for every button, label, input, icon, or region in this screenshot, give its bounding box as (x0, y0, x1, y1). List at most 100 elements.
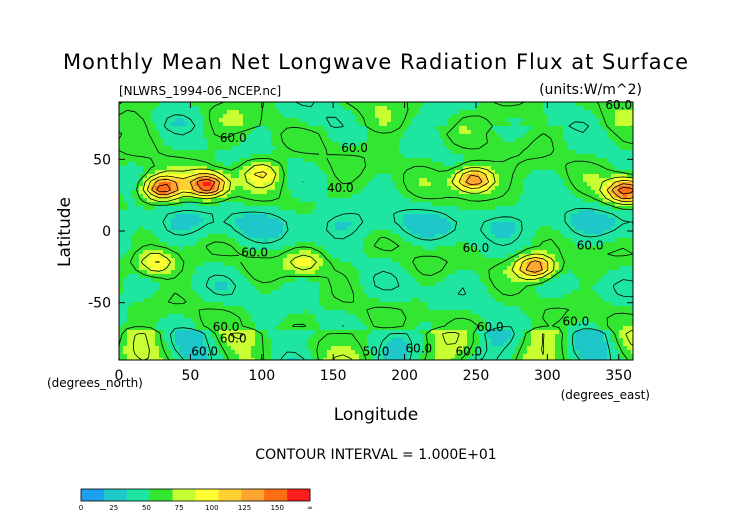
heatmap-cell (383, 182, 388, 187)
heatmap-cell (203, 258, 208, 263)
heatmap-cell (139, 146, 144, 151)
heatmap-cell (355, 314, 360, 319)
heatmap-cell (403, 222, 408, 227)
heatmap-cell (387, 230, 392, 235)
heatmap-cell (287, 278, 292, 283)
heatmap-cell (419, 174, 424, 179)
heatmap-cell (419, 226, 424, 231)
heatmap-cell (251, 262, 256, 267)
heatmap-cell (283, 266, 288, 271)
heatmap-cell (291, 238, 296, 243)
heatmap-cell (335, 306, 340, 311)
heatmap-cell (419, 154, 424, 159)
heatmap-cell (315, 118, 320, 123)
heatmap-cell (143, 266, 148, 271)
heatmap-cell (343, 186, 348, 191)
heatmap-cell (351, 102, 356, 107)
heatmap-cell (179, 142, 184, 147)
heatmap-cell (267, 358, 272, 360)
heatmap-cell (395, 170, 400, 175)
heatmap-cell (259, 266, 264, 271)
heatmap-cell (303, 322, 308, 327)
heatmap-cell (339, 286, 344, 291)
heatmap-cell (231, 230, 236, 235)
heatmap-cell (291, 194, 296, 199)
heatmap-cell (211, 230, 216, 235)
heatmap-cell (191, 298, 196, 303)
heatmap-cell (351, 146, 356, 151)
heatmap-cell (267, 254, 272, 259)
heatmap-cell (267, 322, 272, 327)
heatmap-cell (395, 186, 400, 191)
heatmap-cell (363, 210, 368, 215)
heatmap-cell (119, 314, 124, 319)
heatmap-cell (139, 286, 144, 291)
heatmap-cell (327, 134, 332, 139)
heatmap-cell (199, 114, 204, 119)
heatmap-cell (179, 310, 184, 315)
heatmap-cell (371, 334, 376, 339)
heatmap-cell (191, 102, 196, 107)
heatmap-cell (163, 294, 168, 299)
heatmap-cell (119, 282, 124, 287)
heatmap-cell (171, 254, 176, 259)
heatmap-cell (379, 278, 384, 283)
heatmap-cell (383, 310, 388, 315)
heatmap-cell (283, 238, 288, 243)
heatmap-cell (339, 322, 344, 327)
heatmap-cell (399, 206, 404, 211)
heatmap-cell (163, 170, 168, 175)
heatmap-cell (291, 150, 296, 155)
heatmap-cell (415, 346, 420, 351)
heatmap-cell (383, 190, 388, 195)
heatmap-cell (383, 166, 388, 171)
heatmap-cell (155, 250, 160, 255)
heatmap-cell (263, 330, 268, 335)
heatmap-cell (195, 162, 200, 167)
heatmap-cell (295, 270, 300, 275)
heatmap-cell (311, 294, 316, 299)
heatmap-cell (143, 250, 148, 255)
heatmap-cell (335, 318, 340, 323)
heatmap-cell (375, 258, 380, 263)
heatmap-cell (147, 110, 152, 115)
heatmap-cell (131, 278, 136, 283)
heatmap-cell (215, 262, 220, 267)
heatmap-cell (291, 250, 296, 255)
heatmap-cell (331, 314, 336, 319)
heatmap-cell (255, 146, 260, 151)
heatmap-cell (331, 142, 336, 147)
heatmap-cell (411, 198, 416, 203)
heatmap-cell (211, 130, 216, 135)
heatmap-cell (207, 138, 212, 143)
heatmap-cell (247, 306, 252, 311)
heatmap-cell (295, 186, 300, 191)
heatmap-cell (235, 234, 240, 239)
heatmap-cell (275, 330, 280, 335)
heatmap-cell (363, 270, 368, 275)
heatmap-cell (275, 206, 280, 211)
heatmap-cell (203, 198, 208, 203)
heatmap-cell (263, 130, 268, 135)
heatmap-cell (319, 202, 324, 207)
heatmap-cell (391, 110, 396, 115)
heatmap-cell (379, 302, 384, 307)
heatmap-cell (363, 238, 368, 243)
heatmap-cell (135, 322, 140, 327)
heatmap-cell (195, 198, 200, 203)
heatmap-cell (315, 338, 320, 343)
heatmap-cell (147, 226, 152, 231)
heatmap-cell (299, 234, 304, 239)
heatmap-cell (407, 270, 412, 275)
heatmap-cell (359, 122, 364, 127)
heatmap-cell (375, 358, 380, 360)
heatmap-cell (239, 306, 244, 311)
heatmap-cell (195, 262, 200, 267)
heatmap-cell (151, 246, 156, 251)
heatmap-cell (191, 210, 196, 215)
heatmap-cell (367, 270, 372, 275)
heatmap-cell (247, 266, 252, 271)
heatmap-cell (335, 158, 340, 163)
heatmap-cell (151, 218, 156, 223)
heatmap-cell (359, 254, 364, 259)
